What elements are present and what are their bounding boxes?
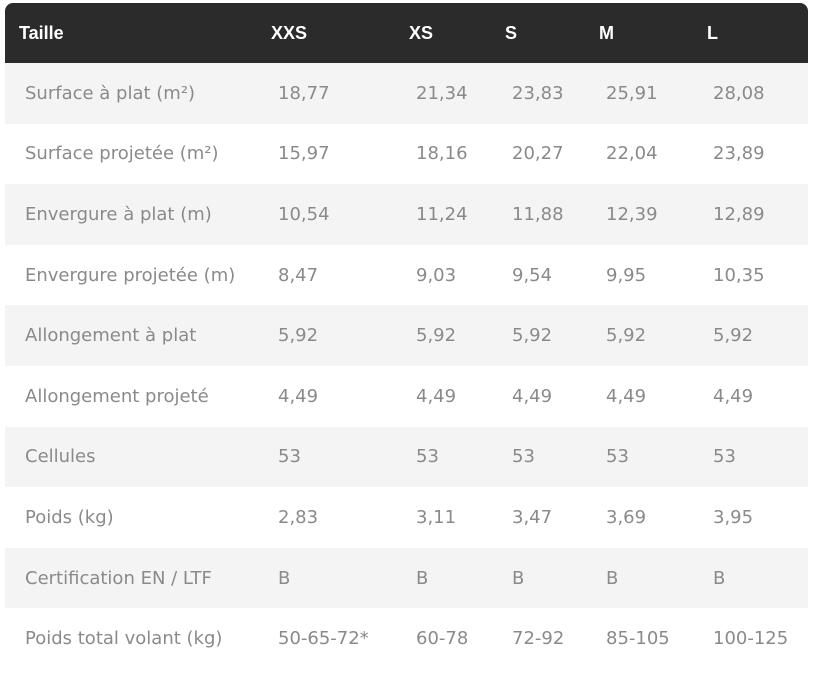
table-row: Poids (kg) 2,83 3,11 3,47 3,69 3,95 [5, 487, 808, 548]
table-cell: 10,35 [713, 264, 765, 286]
table-cell: 9,95 [606, 264, 647, 286]
table-cell: 53 [713, 446, 736, 468]
row-label: Certification EN / LTF [25, 567, 212, 589]
table-cell: 72-92 [512, 628, 565, 650]
header-s: S [505, 22, 518, 43]
table-cell: 5,92 [713, 325, 754, 347]
row-label: Allongement projeté [25, 385, 209, 407]
table-cell: 4,49 [713, 385, 754, 407]
table-cell: 3,11 [416, 506, 457, 528]
table-cell: 100-125 [713, 628, 789, 650]
row-label: Envergure projetée (m) [25, 264, 236, 286]
table-row: Surface projetée (m²) 15,97 18,16 20,27 22,0… [5, 124, 808, 185]
table-cell: 5,92 [416, 325, 457, 347]
table-cell: 18,16 [416, 143, 468, 165]
table-cell: 5,92 [606, 325, 647, 347]
table-cell: 20,27 [512, 143, 564, 165]
table-cell: 5,92 [512, 325, 553, 347]
table-cell: B [278, 567, 291, 589]
table-row: Certification EN / LTF B B B B B [5, 547, 808, 609]
row-label: Cellules [25, 446, 96, 468]
header-taille: Taille [19, 22, 64, 43]
table-cell: 85-105 [606, 628, 670, 650]
table-row: Envergure à plat (m) 10,54 11,24 11,88 12,39… [5, 184, 808, 245]
table-cell: 12,39 [606, 203, 658, 225]
table-row: Surface à plat (m²) 18,77 21,34 23,83 25,91 2… [5, 63, 808, 124]
table-cell: 23,89 [713, 143, 765, 165]
row-label: Surface à plat (m²) [25, 82, 196, 104]
table-cell: 53 [606, 446, 629, 468]
table-cell: 10,54 [278, 203, 330, 225]
table-cell: 28,08 [713, 82, 765, 104]
table-header: Taille XXS XS S M L [5, 3, 808, 63]
table-cell: 4,49 [606, 385, 647, 407]
table-cell: 4,49 [416, 385, 457, 407]
table-row: Allongement projeté 4,49 4,49 4,49 4,49 4,49 [5, 366, 808, 427]
table-cell: 11,88 [512, 203, 564, 225]
table-cell: 25,91 [606, 82, 658, 104]
table-cell: 2,83 [278, 506, 319, 528]
row-label: Surface projetée (m²) [25, 143, 219, 165]
table-row: Envergure projetée (m) 8,47 9,03 9,54 9,95 10… [5, 245, 808, 306]
table-row: Poids total volant (kg) 50-65-72* 60-78 72-… [5, 608, 808, 669]
header-m: M [599, 22, 614, 43]
table-cell: 4,49 [278, 385, 319, 407]
table-cell: 8,47 [278, 264, 319, 286]
table-cell: 3,69 [606, 506, 647, 528]
table-row: Cellules 53 53 53 53 53 [5, 426, 808, 488]
table-cell: 53 [278, 446, 301, 468]
row-label: Poids total volant (kg) [25, 628, 223, 650]
header-xxs: XXS [271, 22, 308, 43]
table-cell: 22,04 [606, 143, 658, 165]
header-l: L [707, 22, 718, 43]
table-cell: 11,24 [416, 203, 468, 225]
row-label: Allongement à plat [25, 325, 197, 347]
size-table: Taille XXS XS S M L Surface à plat (m²) 1… [5, 3, 808, 669]
header-xs: XS [409, 22, 434, 43]
table-cell: B [713, 567, 726, 589]
table-cell: 23,83 [512, 82, 564, 104]
table-cell: 53 [416, 446, 439, 468]
table-cell: 3,47 [512, 506, 553, 528]
table-cell: 4,49 [512, 385, 553, 407]
table-cell: 12,89 [713, 203, 765, 225]
table-cell: B [416, 567, 429, 589]
row-label: Poids (kg) [25, 506, 114, 528]
table-cell: 9,54 [512, 264, 553, 286]
table-cell: 21,34 [416, 82, 468, 104]
table-body: Surface à plat (m²) 18,77 21,34 23,83 25,91 2… [5, 63, 808, 669]
table-cell: 53 [512, 446, 535, 468]
table-cell: 3,95 [713, 506, 754, 528]
table-cell: 60-78 [416, 628, 469, 650]
table-cell: 18,77 [278, 82, 330, 104]
table-cell: 5,92 [278, 325, 319, 347]
table-cell: B [512, 567, 525, 589]
table-cell: 9,03 [416, 264, 457, 286]
table-cell: 50-65-72* [278, 628, 369, 650]
row-label: Envergure à plat (m) [25, 203, 212, 225]
table-cell: 15,97 [278, 143, 330, 165]
table-cell: B [606, 567, 619, 589]
table-row: Allongement à plat 5,92 5,92 5,92 5,92 5,92 [5, 305, 808, 366]
